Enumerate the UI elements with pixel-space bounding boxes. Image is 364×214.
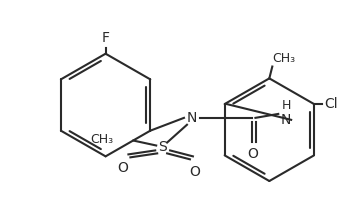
Text: Cl: Cl (324, 97, 337, 111)
Text: N: N (281, 113, 292, 127)
Text: O: O (190, 165, 200, 179)
Text: CH₃: CH₃ (272, 52, 296, 65)
Text: N: N (187, 111, 197, 125)
Text: CH₃: CH₃ (90, 133, 114, 146)
Text: O: O (117, 161, 128, 175)
Text: H: H (281, 99, 291, 112)
Text: S: S (158, 140, 166, 155)
Text: F: F (102, 31, 110, 45)
Text: O: O (247, 147, 258, 161)
